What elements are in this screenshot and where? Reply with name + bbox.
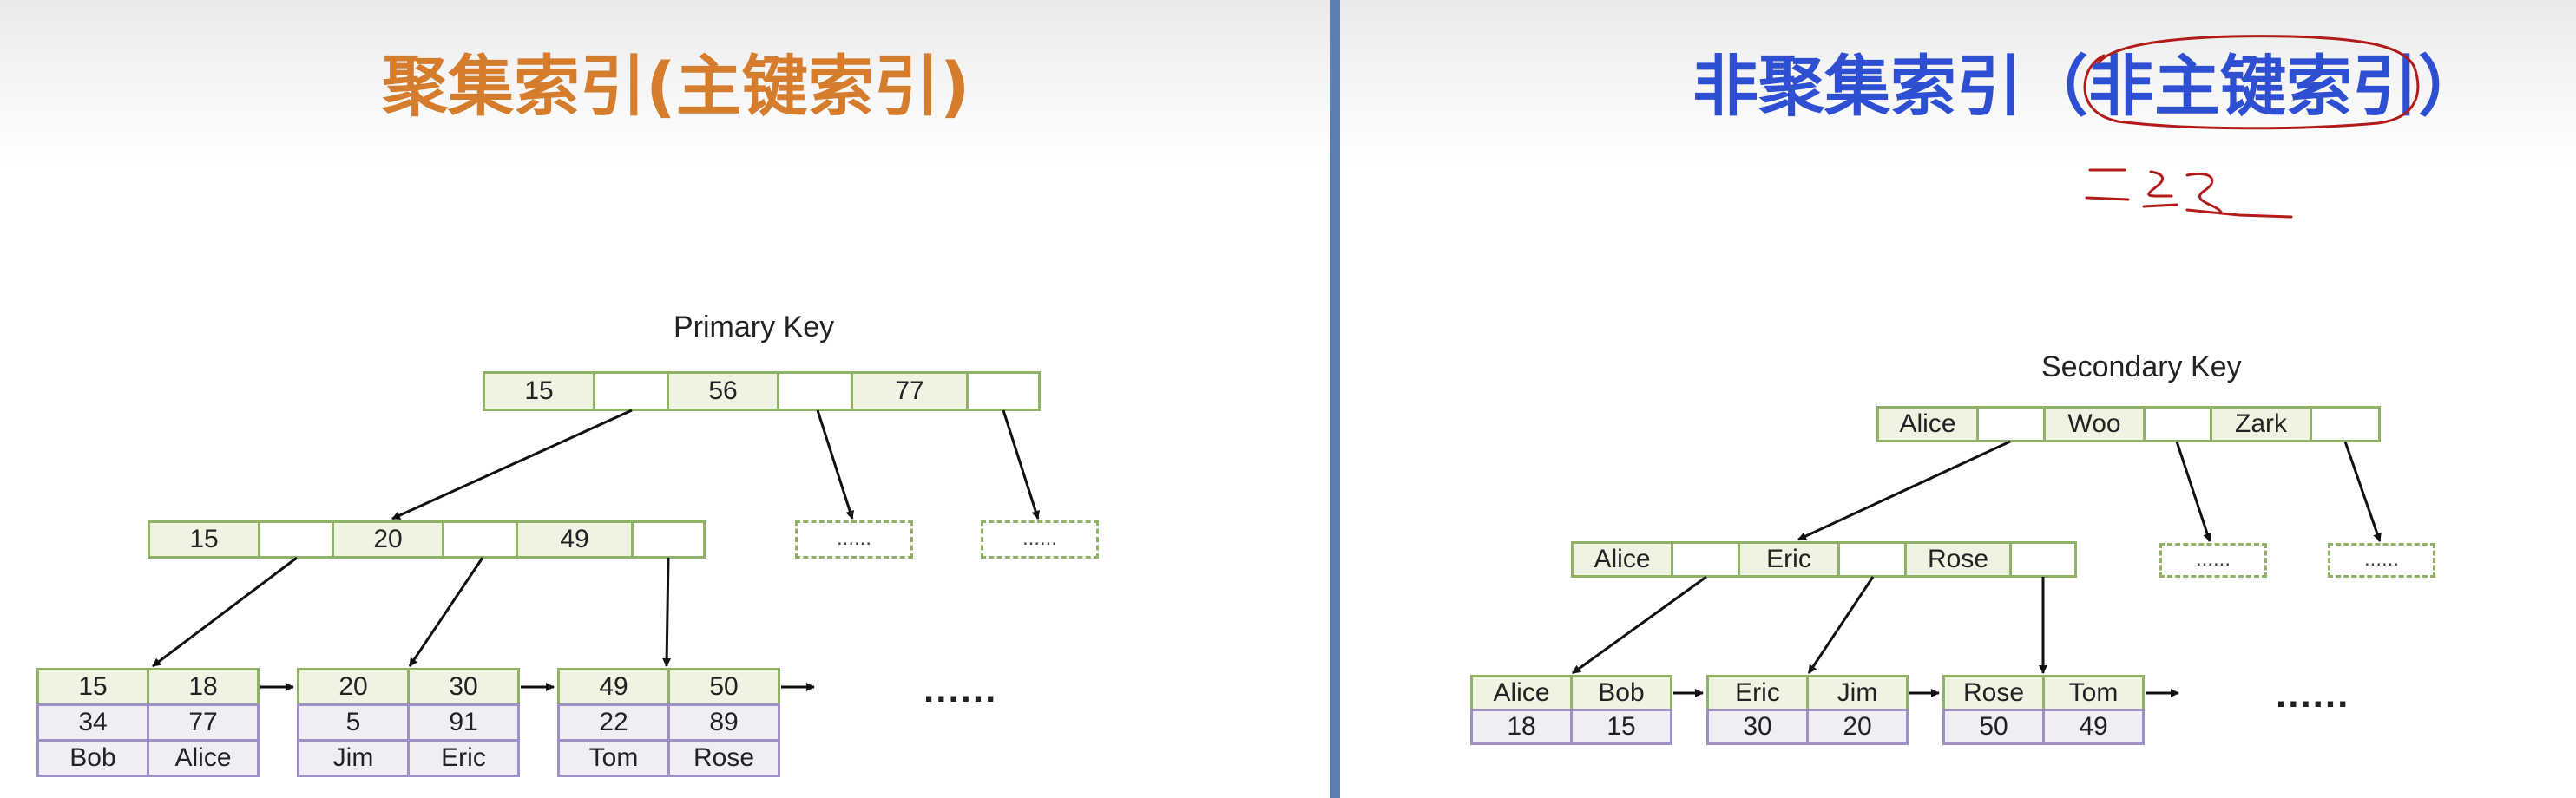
left-leaf-ellipsis: ...... bbox=[923, 668, 998, 710]
secondary-index-title: 非聚集索引（非主键索引） bbox=[1692, 43, 2484, 130]
secondary-key-label: Secondary Key bbox=[2041, 350, 2242, 383]
right-placeholder-2: ...... bbox=[2328, 543, 2435, 578]
clustered-index-title: 聚集索引(主键索引) bbox=[382, 43, 969, 130]
clustered-index-title-suffix: ) bbox=[939, 48, 970, 125]
leaf-row-value: Bob bbox=[36, 739, 149, 777]
right-root-key-2: Woo bbox=[2043, 406, 2146, 442]
primary-key-label: Primary Key bbox=[674, 311, 835, 343]
left-inner-pointer-1 bbox=[258, 520, 334, 559]
right-root-key-1: Alice bbox=[1876, 406, 1979, 442]
leaf-row-value: 20 bbox=[1806, 709, 1909, 745]
leaf-key: 18 bbox=[147, 668, 260, 706]
right-leaf-ellipsis: ...... bbox=[2276, 673, 2350, 716]
right-inner-key-3: Rose bbox=[1904, 541, 2012, 578]
leaf-row-value: 49 bbox=[2042, 709, 2145, 745]
leaf-key: Tom bbox=[2042, 675, 2145, 711]
leaf-row-value: 77 bbox=[147, 703, 260, 742]
right-root-pointer-1 bbox=[1976, 406, 2046, 442]
leaf-row-value: Eric bbox=[407, 739, 520, 777]
leaf-key: Jim bbox=[1806, 675, 1909, 711]
clustered-index-title-prefix: 聚集索引( bbox=[382, 48, 676, 125]
right-root-pointer-3 bbox=[2310, 406, 2381, 442]
leaf-row-value: 18 bbox=[1470, 709, 1573, 745]
right-inner-key-1: Alice bbox=[1571, 541, 1673, 578]
left-placeholder-1: ...... bbox=[795, 520, 913, 559]
right-inner-pointer-2 bbox=[1837, 541, 1907, 578]
leaf-row-value: Rose bbox=[667, 739, 780, 777]
leaf-row-value: 34 bbox=[36, 703, 149, 742]
clustered-index-title-highlight: 主键索引 bbox=[675, 48, 940, 125]
leaf-row-value: 89 bbox=[667, 703, 780, 742]
left-root-pointer-2 bbox=[777, 371, 853, 411]
leaf-key: Bob bbox=[1570, 675, 1672, 711]
leaf-key: Eric bbox=[1706, 675, 1809, 711]
left-inner-key-3: 49 bbox=[516, 520, 634, 559]
left-root-key-2: 56 bbox=[667, 371, 779, 411]
right-inner-pointer-1 bbox=[1671, 541, 1740, 578]
left-root-pointer-1 bbox=[593, 371, 669, 411]
leaf-key: Rose bbox=[1942, 675, 2045, 711]
secondary-index-title-highlight: 非主键索引 bbox=[2088, 48, 2418, 125]
leaf-row-value: 91 bbox=[407, 703, 520, 742]
right-inner-pointer-3 bbox=[2009, 541, 2077, 578]
right-root-pointer-2 bbox=[2143, 406, 2212, 442]
leaf-row-value: 30 bbox=[1706, 709, 1809, 745]
leaf-key: 15 bbox=[36, 668, 149, 706]
left-root-key-1: 15 bbox=[483, 371, 595, 411]
left-inner-key-1: 15 bbox=[148, 520, 260, 559]
left-placeholder-2: ...... bbox=[981, 520, 1099, 559]
leaf-row-value: 15 bbox=[1570, 709, 1672, 745]
left-inner-pointer-2 bbox=[442, 520, 518, 559]
left-root-key-3: 77 bbox=[851, 371, 969, 411]
panel-divider bbox=[1330, 0, 1340, 798]
leaf-row-value: Tom bbox=[557, 739, 670, 777]
leaf-key: 50 bbox=[667, 668, 780, 706]
left-root-pointer-3 bbox=[966, 371, 1041, 411]
leaf-row-value: 5 bbox=[297, 703, 410, 742]
leaf-row-value: 50 bbox=[1942, 709, 2045, 745]
right-placeholder-1: ...... bbox=[2159, 543, 2267, 578]
right-inner-key-2: Eric bbox=[1738, 541, 1840, 578]
leaf-row-value: Alice bbox=[147, 739, 260, 777]
left-inner-pointer-3 bbox=[631, 520, 706, 559]
leaf-row-value: Jim bbox=[297, 739, 410, 777]
leaf-key: 49 bbox=[557, 668, 670, 706]
secondary-index-title-suffix: ） bbox=[2418, 48, 2484, 125]
left-inner-key-2: 20 bbox=[332, 520, 444, 559]
leaf-key: 20 bbox=[297, 668, 410, 706]
secondary-index-title-prefix: 非聚集索引（ bbox=[1692, 48, 2088, 125]
right-panel bbox=[1340, 0, 2576, 798]
leaf-key: Alice bbox=[1470, 675, 1573, 711]
leaf-row-value: 22 bbox=[557, 703, 670, 742]
leaf-key: 30 bbox=[407, 668, 520, 706]
right-root-key-3: Zark bbox=[2210, 406, 2312, 442]
